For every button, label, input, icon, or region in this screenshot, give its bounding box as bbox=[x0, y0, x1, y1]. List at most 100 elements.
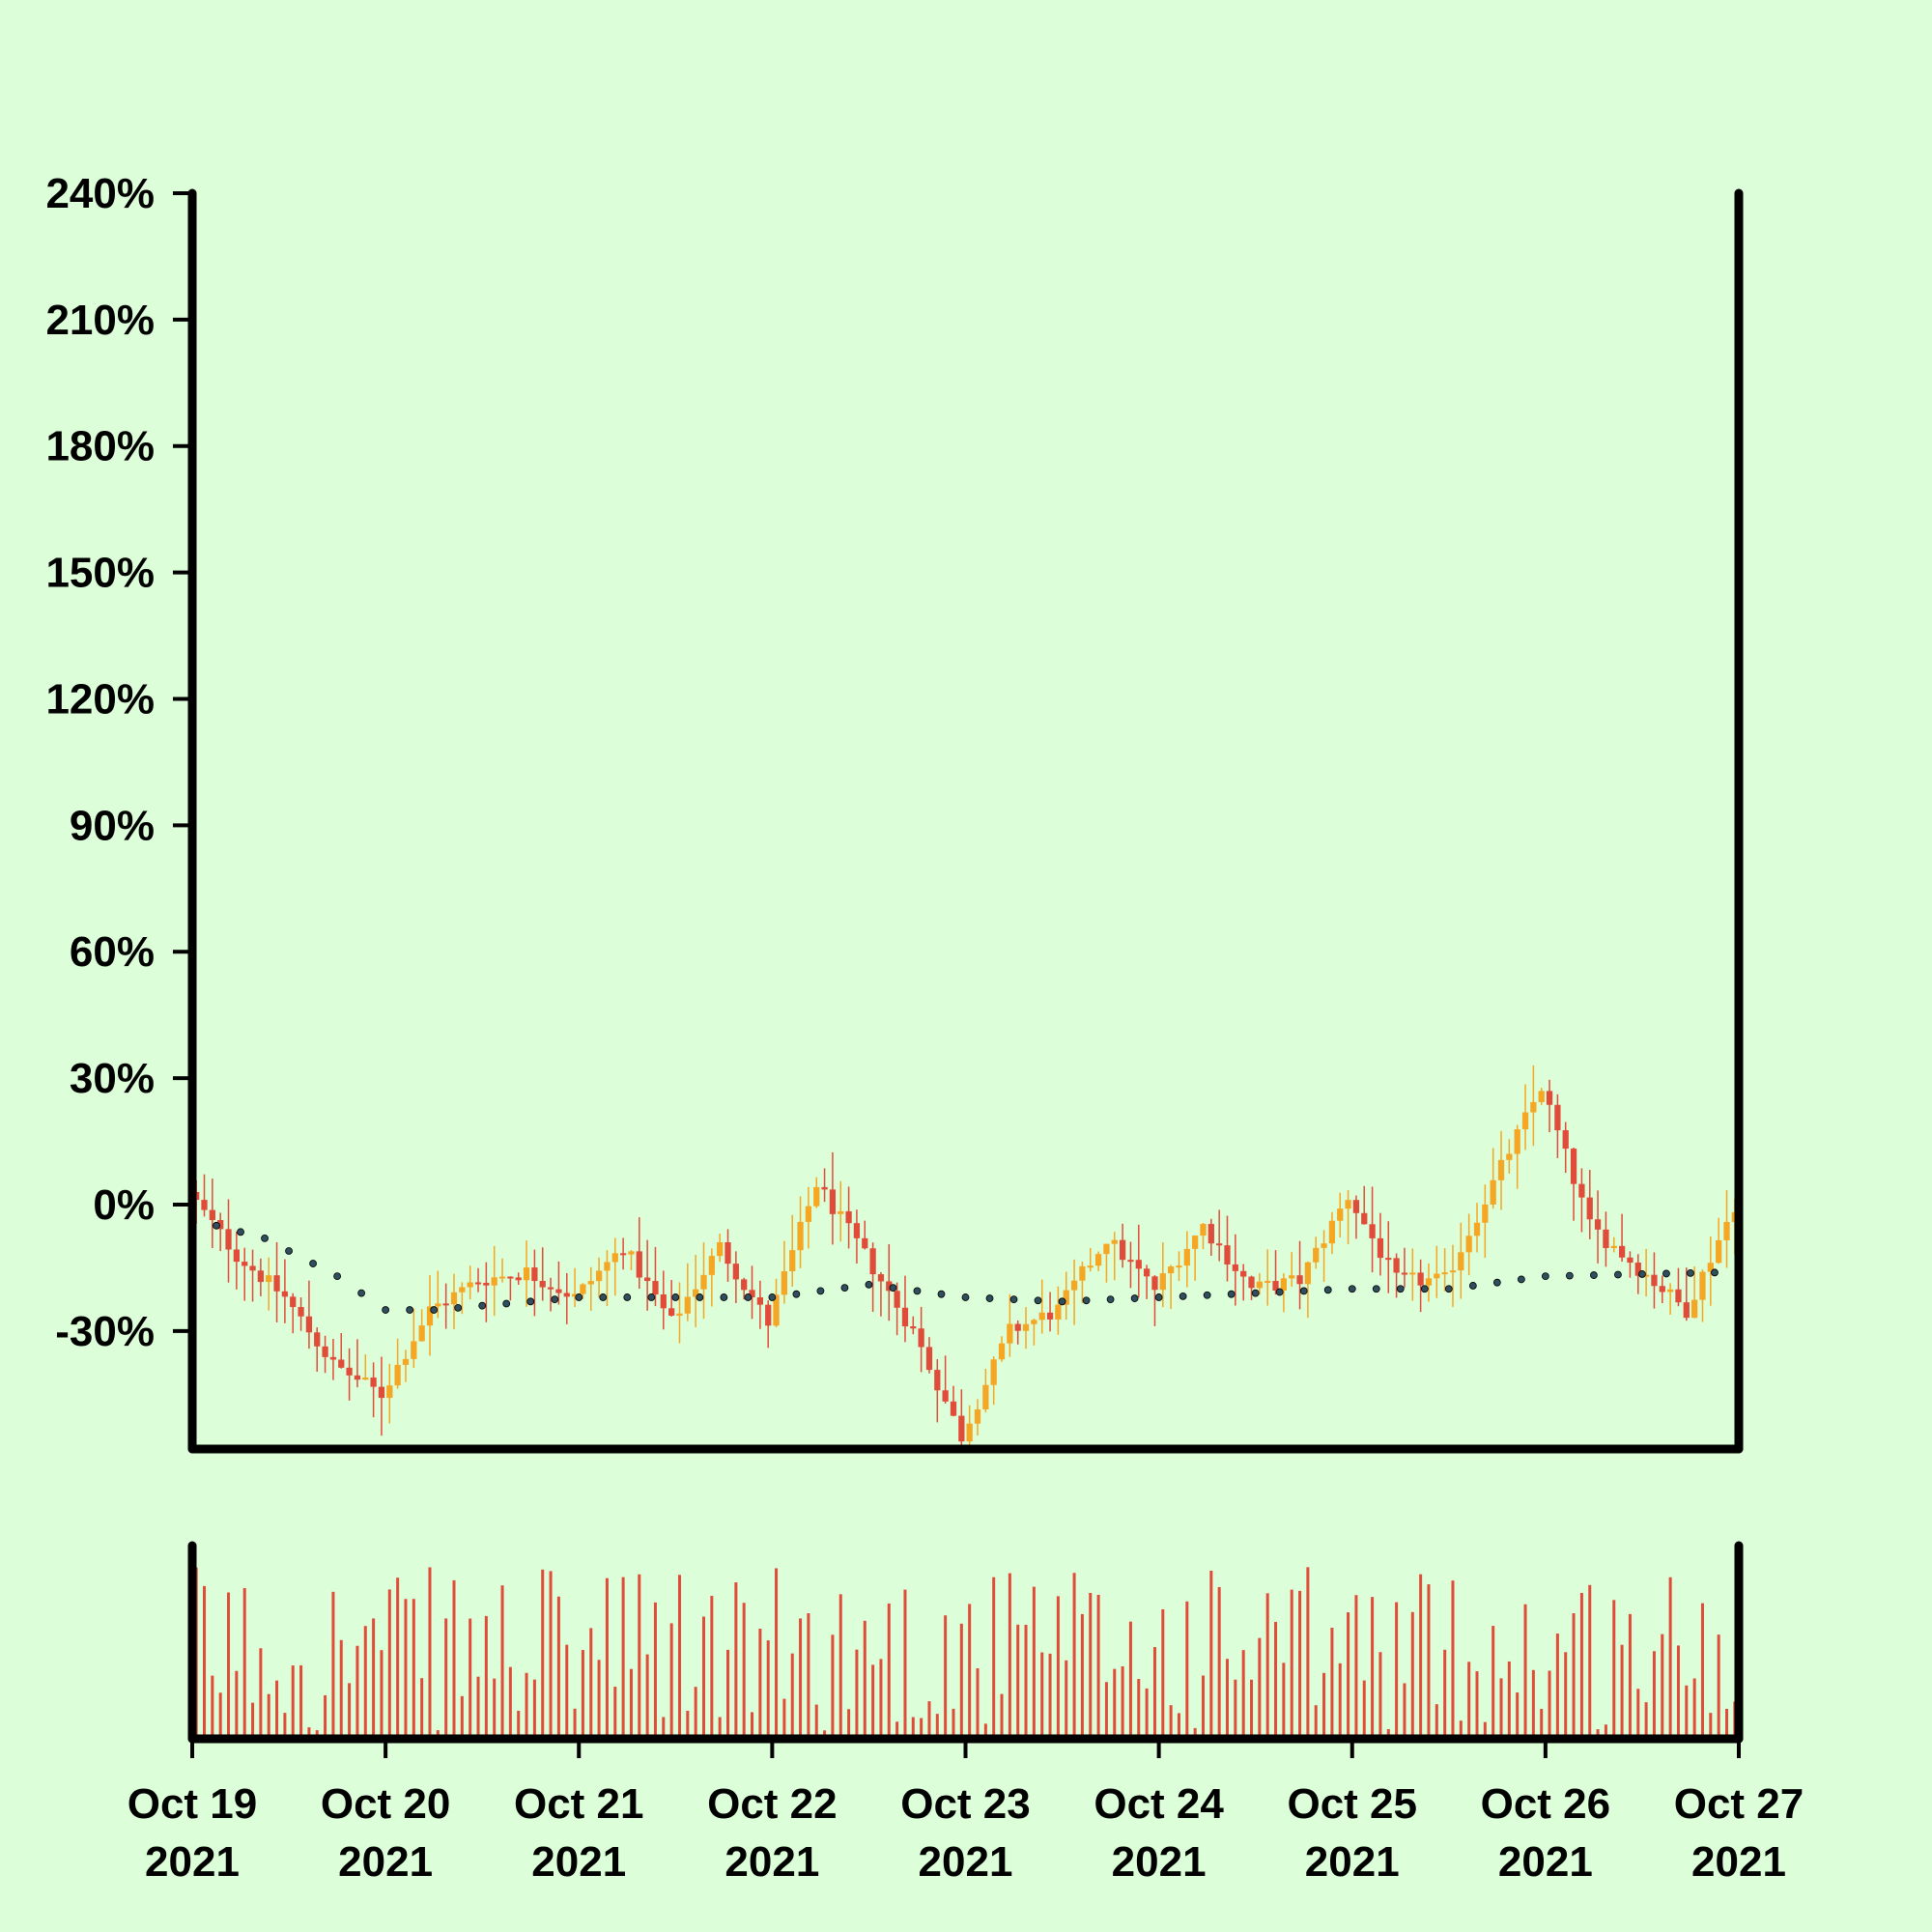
volume-bar bbox=[734, 1582, 738, 1739]
candle-body bbox=[652, 1281, 659, 1294]
candle-body bbox=[636, 1251, 642, 1278]
candle-body bbox=[862, 1237, 868, 1249]
volume-bar bbox=[1265, 1593, 1269, 1739]
candle-body bbox=[619, 1253, 627, 1256]
moving-average-point bbox=[357, 1289, 366, 1297]
candle-body bbox=[1232, 1264, 1238, 1271]
candle-body bbox=[982, 1384, 989, 1409]
candle-body bbox=[1289, 1275, 1295, 1279]
volume-bar bbox=[1483, 1721, 1487, 1739]
volume-bar bbox=[1676, 1645, 1680, 1739]
volume-bar bbox=[259, 1648, 263, 1739]
candle-body bbox=[1224, 1245, 1231, 1264]
volume-bar bbox=[363, 1626, 367, 1739]
volume-bar bbox=[291, 1665, 295, 1739]
moving-average-point bbox=[1227, 1290, 1236, 1298]
volume-bar bbox=[428, 1567, 432, 1739]
volume-bar bbox=[1314, 1705, 1318, 1739]
x-tick-label-year: 2021 bbox=[1498, 1838, 1593, 1886]
volume-bar bbox=[517, 1711, 521, 1739]
candle-body bbox=[901, 1307, 909, 1327]
volume-bar bbox=[1282, 1662, 1286, 1739]
volume-bar bbox=[1185, 1601, 1189, 1739]
volume-bar bbox=[1620, 1644, 1624, 1739]
moving-average-point bbox=[526, 1297, 535, 1306]
candle-body bbox=[1248, 1276, 1255, 1289]
candle-body bbox=[515, 1277, 522, 1281]
candle-body bbox=[1385, 1258, 1392, 1261]
moving-average-point bbox=[213, 1221, 220, 1230]
volume-bar bbox=[1089, 1592, 1093, 1739]
candle-body bbox=[1449, 1270, 1457, 1273]
candle-body bbox=[1103, 1243, 1110, 1255]
volume-bar bbox=[766, 1640, 770, 1739]
volume-bar bbox=[1096, 1595, 1100, 1739]
candle-body bbox=[242, 1262, 248, 1266]
volume-bar bbox=[1048, 1653, 1052, 1739]
candle-body bbox=[1538, 1091, 1545, 1102]
candle-body bbox=[942, 1390, 949, 1402]
candle-body bbox=[1079, 1265, 1086, 1281]
candle-body bbox=[1506, 1153, 1513, 1160]
volume-bar bbox=[1290, 1589, 1293, 1739]
volume-bar bbox=[1008, 1573, 1011, 1739]
moving-average-point bbox=[937, 1290, 946, 1298]
moving-average-point bbox=[1179, 1292, 1187, 1300]
volume-bar bbox=[895, 1721, 899, 1739]
moving-average-point bbox=[961, 1293, 970, 1301]
candle-body bbox=[1168, 1266, 1175, 1274]
volume-bar bbox=[218, 1692, 222, 1739]
candle-body bbox=[322, 1346, 328, 1357]
volume-bar bbox=[242, 1587, 246, 1739]
candle-body bbox=[821, 1186, 828, 1190]
y-tick-label: 60% bbox=[70, 928, 155, 976]
volume-bar bbox=[211, 1675, 214, 1739]
candle-body bbox=[1176, 1265, 1182, 1268]
candle-body bbox=[1441, 1272, 1448, 1275]
volume-bar bbox=[1685, 1685, 1689, 1739]
volume-bar bbox=[331, 1591, 335, 1739]
volume-bar bbox=[1113, 1668, 1117, 1739]
moving-average-point bbox=[1251, 1289, 1260, 1297]
moving-average-point bbox=[696, 1293, 704, 1301]
candle-body bbox=[1377, 1237, 1384, 1259]
candle-body bbox=[1675, 1289, 1682, 1303]
candle-body bbox=[1192, 1236, 1199, 1249]
volume-bar bbox=[1451, 1580, 1455, 1739]
candle-body bbox=[1256, 1281, 1263, 1289]
chart-axes bbox=[187, 188, 1744, 1744]
volume-bar bbox=[573, 1708, 577, 1739]
volume-bar bbox=[412, 1599, 415, 1739]
candle-body bbox=[1272, 1281, 1279, 1292]
candle-body bbox=[329, 1356, 337, 1360]
volume-bar bbox=[1322, 1672, 1326, 1739]
moving-average-point bbox=[285, 1247, 293, 1255]
volume-bar bbox=[629, 1668, 633, 1739]
volume-bar bbox=[1258, 1637, 1262, 1739]
moving-average-point bbox=[744, 1293, 753, 1301]
candle-body bbox=[1361, 1212, 1368, 1225]
volume-bar bbox=[1644, 1702, 1648, 1739]
volume-bar bbox=[1596, 1729, 1600, 1739]
volume-bar bbox=[1443, 1649, 1447, 1739]
volume-bar bbox=[1024, 1625, 1028, 1739]
volume-bar bbox=[460, 1695, 464, 1739]
candle-body bbox=[1345, 1200, 1351, 1209]
candle-body bbox=[918, 1328, 924, 1348]
volume-bar bbox=[581, 1650, 584, 1739]
volume-bar bbox=[855, 1649, 859, 1739]
volume-bar bbox=[1128, 1621, 1132, 1739]
candle-body bbox=[402, 1358, 410, 1365]
volume-bar bbox=[863, 1620, 867, 1739]
candle-body bbox=[450, 1292, 458, 1305]
volume-bar bbox=[1145, 1688, 1149, 1739]
candle-body bbox=[950, 1401, 957, 1416]
moving-average-point bbox=[237, 1228, 244, 1236]
volume-bar bbox=[968, 1604, 972, 1739]
volume-bar bbox=[920, 1718, 923, 1739]
volume-bar bbox=[484, 1615, 488, 1739]
candle-body bbox=[1352, 1200, 1360, 1213]
volume-bar bbox=[1371, 1597, 1375, 1739]
candle-body bbox=[595, 1270, 603, 1282]
y-tick-label: 150% bbox=[45, 550, 155, 597]
